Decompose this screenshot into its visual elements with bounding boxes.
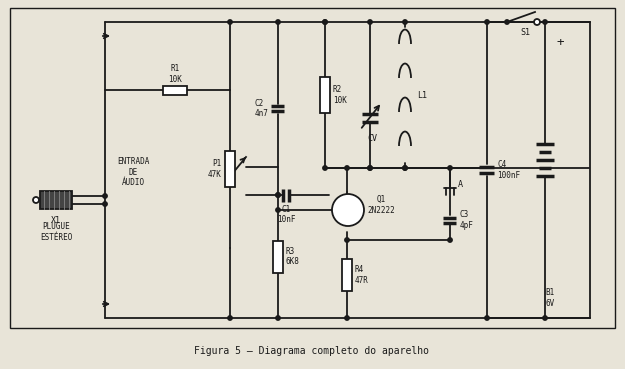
Text: R4
47R: R4 47R xyxy=(355,265,369,285)
Circle shape xyxy=(448,166,452,170)
Text: X1: X1 xyxy=(51,215,61,224)
Circle shape xyxy=(332,194,364,226)
Circle shape xyxy=(542,316,548,320)
Circle shape xyxy=(33,197,39,203)
Circle shape xyxy=(505,20,509,24)
Circle shape xyxy=(485,20,489,24)
Bar xyxy=(40,191,72,209)
Text: R1
10K: R1 10K xyxy=(168,64,182,83)
Bar xyxy=(225,151,235,187)
Bar xyxy=(273,241,283,272)
Text: C4
100nF: C4 100nF xyxy=(498,160,521,180)
Text: R2
10K: R2 10K xyxy=(333,85,347,105)
Text: Figura 5 – Diagrama completo do aparelho: Figura 5 – Diagrama completo do aparelho xyxy=(194,346,429,356)
Bar xyxy=(342,259,352,291)
Text: S1: S1 xyxy=(520,28,530,37)
Circle shape xyxy=(345,166,349,170)
Circle shape xyxy=(276,193,280,197)
Circle shape xyxy=(485,316,489,320)
Circle shape xyxy=(368,20,372,24)
Circle shape xyxy=(276,316,280,320)
Circle shape xyxy=(322,166,328,170)
Text: L1: L1 xyxy=(417,90,427,100)
Bar xyxy=(10,8,615,328)
Circle shape xyxy=(276,20,280,24)
Circle shape xyxy=(345,238,349,242)
Circle shape xyxy=(228,316,232,320)
Circle shape xyxy=(542,20,548,24)
Circle shape xyxy=(102,202,107,206)
Circle shape xyxy=(402,20,408,24)
Text: R3
6K8: R3 6K8 xyxy=(286,247,300,266)
Circle shape xyxy=(276,208,280,212)
Circle shape xyxy=(322,20,328,24)
Text: Q1
2N2222: Q1 2N2222 xyxy=(367,195,395,215)
Text: ENTRADA
DE
ÁUDIO: ENTRADA DE ÁUDIO xyxy=(117,157,149,187)
Circle shape xyxy=(345,316,349,320)
Circle shape xyxy=(368,166,372,170)
Circle shape xyxy=(276,193,280,197)
Circle shape xyxy=(322,20,328,24)
Circle shape xyxy=(102,194,107,198)
Text: PLUGUE
ESTÉREO: PLUGUE ESTÉREO xyxy=(40,222,72,242)
Circle shape xyxy=(448,238,452,242)
Text: C2
4n7: C2 4n7 xyxy=(254,99,269,118)
Circle shape xyxy=(402,166,408,170)
Circle shape xyxy=(368,166,372,170)
Text: B1
6V: B1 6V xyxy=(546,288,554,308)
Bar xyxy=(320,77,330,113)
Bar xyxy=(163,86,187,94)
Text: P1
47K: P1 47K xyxy=(208,159,222,179)
Text: +: + xyxy=(557,35,564,48)
Text: C3
4pF: C3 4pF xyxy=(459,210,473,230)
Circle shape xyxy=(534,19,540,25)
Circle shape xyxy=(228,20,232,24)
Text: C1
10nF: C1 10nF xyxy=(277,204,295,224)
Text: A: A xyxy=(458,179,462,189)
Circle shape xyxy=(402,166,408,170)
Text: CV: CV xyxy=(367,134,377,142)
